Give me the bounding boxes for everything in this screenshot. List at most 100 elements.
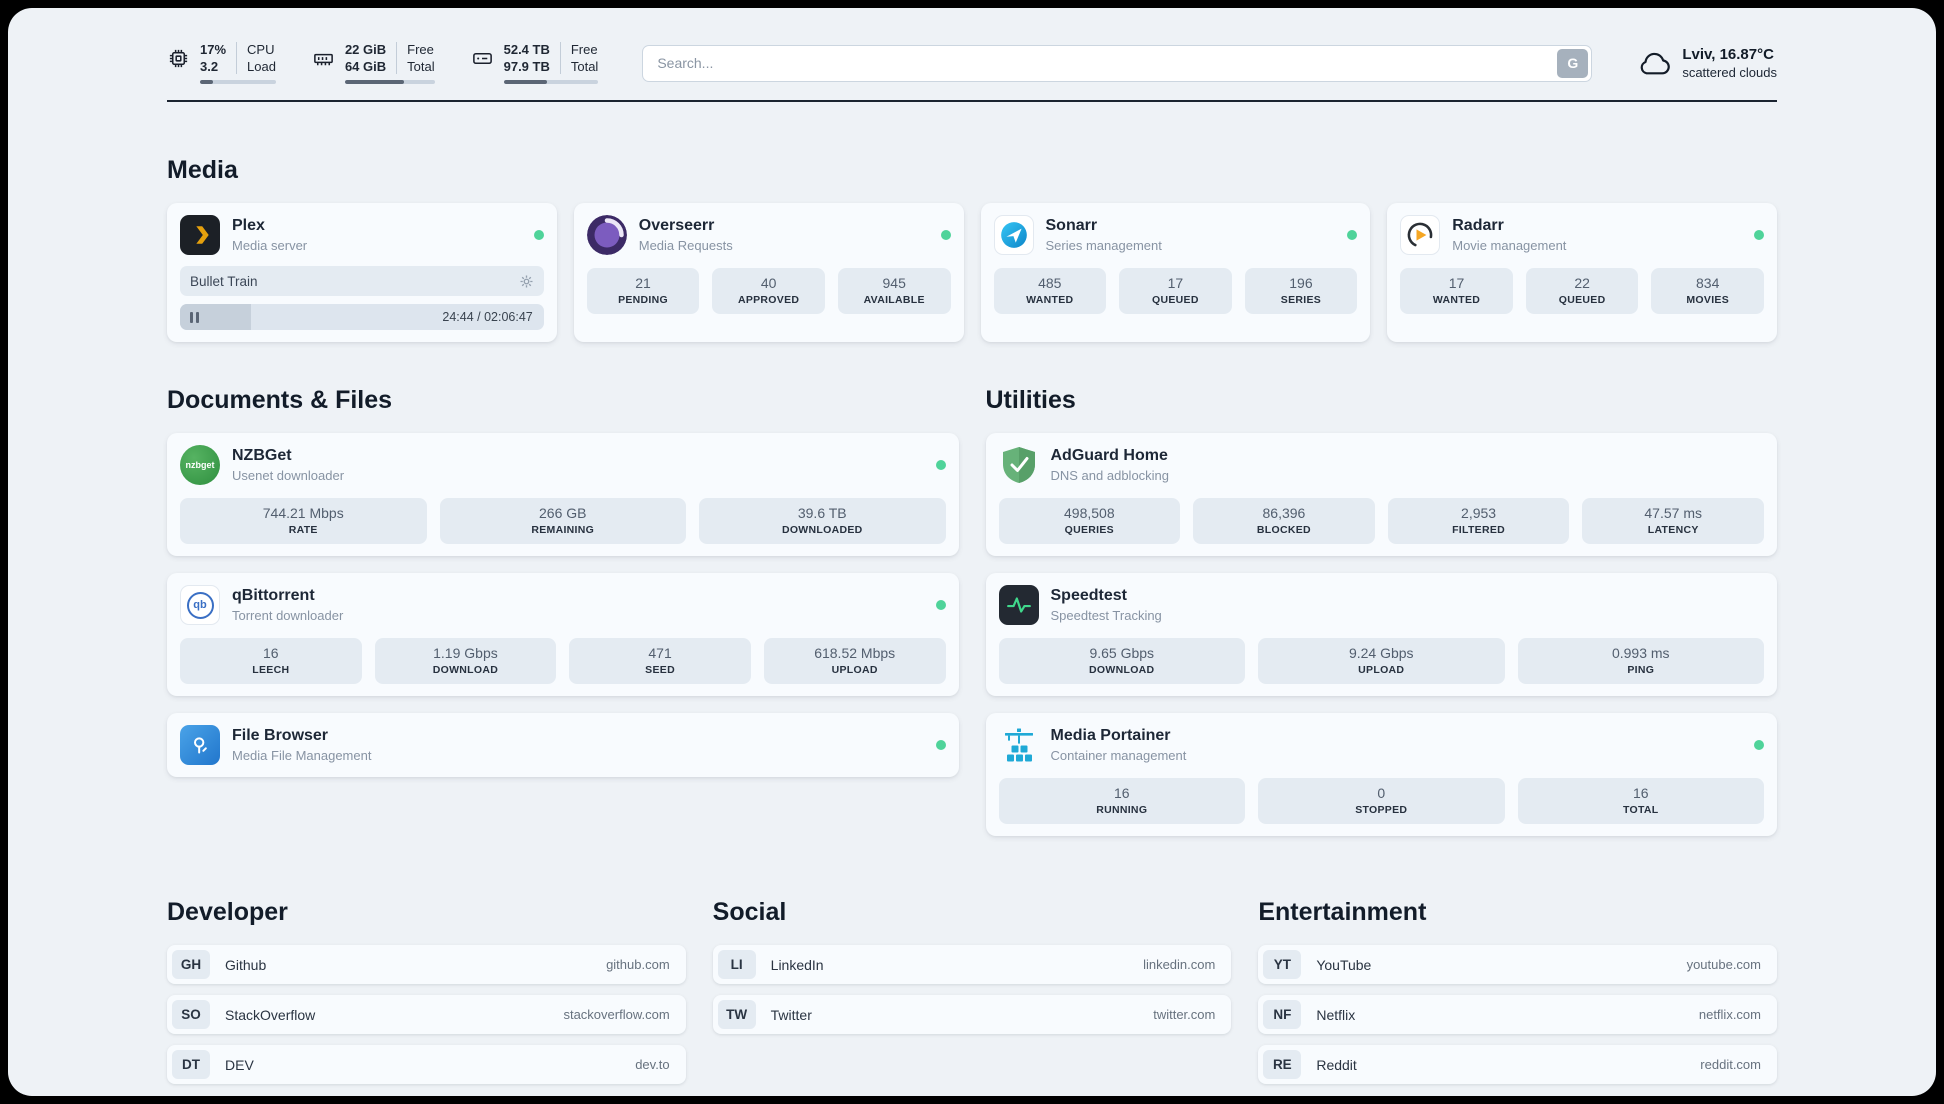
stat-upload: 618.52 Mbps UPLOAD bbox=[763, 638, 946, 684]
bookmark-linkedin[interactable]: LI LinkedIn linkedin.com bbox=[712, 945, 1232, 984]
stat-label: BLOCKED bbox=[1256, 524, 1311, 536]
ram-stat-group: 22 GiB 64 GiB Free Total bbox=[312, 42, 435, 84]
system-stats: 17% 3.2 CPU Load bbox=[167, 42, 599, 84]
stat-series: 196 SERIES bbox=[1244, 268, 1358, 314]
app-name: NZBGet bbox=[232, 446, 292, 464]
plex-icon bbox=[180, 215, 220, 255]
app-card-filebrowser[interactable]: File Browser Media File Management bbox=[167, 713, 959, 777]
bookmark-dev[interactable]: DT DEV dev.to bbox=[167, 1045, 686, 1084]
bookmark-url: github.com bbox=[606, 957, 670, 972]
overseerr-icon bbox=[586, 215, 627, 255]
header-divider bbox=[167, 100, 1777, 102]
stat-value: 0 bbox=[1377, 785, 1386, 801]
weather-widget: Lviv, 16.87°C scattered clouds bbox=[1636, 46, 1777, 80]
app-name: Radarr bbox=[1452, 216, 1504, 234]
stat-queued: 22 QUEUED bbox=[1525, 268, 1639, 314]
stat-upload: 9.24 Gbps UPLOAD bbox=[1258, 638, 1505, 684]
stat-label: APPROVED bbox=[737, 294, 800, 306]
bookmark-url: dev.to bbox=[635, 1057, 670, 1072]
disk-total-label: Total bbox=[570, 59, 599, 74]
cpu-load-value: 3.2 bbox=[200, 59, 219, 74]
weather-condition: scattered clouds bbox=[1682, 65, 1777, 80]
app-subtitle: DNS and adblocking bbox=[1050, 467, 1170, 483]
stat-label: RUNNING bbox=[1096, 804, 1148, 816]
bookmark-name: YouTube bbox=[1316, 956, 1372, 973]
bookmark-abbr: RE bbox=[1263, 1050, 1302, 1079]
stat-label: STOPPED bbox=[1355, 804, 1408, 816]
gear-icon[interactable] bbox=[519, 274, 534, 289]
bookmark-youtube[interactable]: YT YouTube youtube.com bbox=[1258, 945, 1777, 984]
app-subtitle: Media Requests bbox=[638, 237, 733, 253]
speedtest-icon bbox=[998, 585, 1039, 625]
stat-label: WANTED bbox=[1432, 294, 1481, 306]
app-name: Speedtest bbox=[1050, 586, 1127, 604]
app-name: AdGuard Home bbox=[1050, 446, 1168, 464]
app-card-radarr[interactable]: Radarr Movie management 17 WANTED 22 QUE… bbox=[1387, 203, 1777, 342]
stat-value: 16 bbox=[1113, 785, 1130, 801]
app-card-speedtest[interactable]: Speedtest Speedtest Tracking 9.65 Gbps D… bbox=[985, 573, 1777, 696]
entertainment-column: Entertainment YT YouTube youtube.com NF … bbox=[1258, 898, 1777, 1084]
status-dot bbox=[533, 230, 544, 240]
stat-value: 22 bbox=[1574, 275, 1590, 291]
stat-blocked: 86,396 BLOCKED bbox=[1193, 498, 1375, 544]
status-dot bbox=[1754, 230, 1764, 240]
stat-value: 0.993 ms bbox=[1611, 645, 1670, 661]
app-card-nzbget[interactable]: nzbget NZBGet Usenet downloader 744.21 M… bbox=[167, 433, 959, 556]
playback-time: 24:44 / 02:06:47 bbox=[442, 310, 533, 324]
search-engine-button[interactable]: G bbox=[1557, 48, 1589, 78]
status-dot bbox=[1754, 740, 1764, 750]
playback-progress-bar[interactable]: 24:44 / 02:06:47 bbox=[180, 304, 544, 330]
app-card-qbittorrent[interactable]: qb qBittorrent Torrent downloader 16 LEE… bbox=[167, 573, 959, 696]
disk-usage-bar bbox=[503, 80, 599, 84]
bookmark-reddit[interactable]: RE Reddit reddit.com bbox=[1258, 1045, 1777, 1084]
pause-icon[interactable] bbox=[190, 311, 199, 323]
stat-leech: 16 LEECH bbox=[180, 638, 362, 684]
bookmark-abbr: DT bbox=[172, 1050, 210, 1079]
app-name: Overseerr bbox=[638, 216, 715, 234]
ram-usage-bar bbox=[344, 80, 435, 84]
stat-label: RATE bbox=[288, 524, 318, 536]
stat-value: 16 bbox=[1632, 785, 1649, 801]
stat-total: 16 TOTAL bbox=[1517, 778, 1764, 824]
bookmark-name: Twitter bbox=[770, 1006, 812, 1023]
status-dot bbox=[935, 460, 946, 470]
nzbget-icon-text: nzbget bbox=[185, 460, 215, 470]
app-card-adguard[interactable]: AdGuard Home DNS and adblocking 498,508 … bbox=[985, 433, 1777, 556]
bookmark-netflix[interactable]: NF Netflix netflix.com bbox=[1258, 995, 1777, 1034]
bookmark-url: linkedin.com bbox=[1143, 957, 1216, 972]
app-card-overseerr[interactable]: Overseerr Media Requests 21 PENDING 40 A… bbox=[573, 203, 964, 342]
stat-movies: 834 MOVIES bbox=[1651, 268, 1764, 314]
radarr-icon bbox=[1400, 215, 1441, 255]
filebrowser-icon bbox=[180, 725, 220, 765]
app-name: File Browser bbox=[232, 726, 329, 744]
search-input[interactable] bbox=[642, 44, 1593, 82]
stat-label: DOWNLOAD bbox=[432, 664, 499, 676]
stat-queued: 17 QUEUED bbox=[1119, 268, 1232, 314]
dashboard-page: 17% 3.2 CPU Load bbox=[8, 8, 1936, 1096]
app-card-portainer[interactable]: Media Portainer Container management 16 … bbox=[985, 713, 1777, 836]
stat-available: 945 AVAILABLE bbox=[837, 268, 951, 314]
stat-label: QUEUED bbox=[1152, 294, 1199, 306]
stat-wanted: 485 WANTED bbox=[993, 268, 1107, 314]
disk-icon bbox=[471, 47, 494, 70]
bookmark-abbr: SO bbox=[172, 1000, 210, 1029]
app-name: qBittorrent bbox=[232, 586, 315, 604]
stat-value: 266 GB bbox=[539, 505, 587, 521]
top-bar: 17% 3.2 CPU Load bbox=[167, 42, 1777, 84]
app-subtitle: Torrent downloader bbox=[232, 607, 344, 623]
stat-download: 9.65 Gbps DOWNLOAD bbox=[998, 638, 1245, 684]
portainer-icon bbox=[999, 725, 1039, 765]
bookmark-twitter[interactable]: TW Twitter twitter.com bbox=[712, 995, 1232, 1034]
app-subtitle: Speedtest Tracking bbox=[1050, 607, 1162, 623]
bookmark-name: LinkedIn bbox=[770, 956, 824, 973]
app-card-sonarr[interactable]: Sonarr Series management 485 WANTED 17 Q… bbox=[980, 203, 1371, 342]
stat-queries: 498,508 QUERIES bbox=[998, 498, 1181, 544]
bookmark-github[interactable]: GH Github github.com bbox=[167, 945, 686, 984]
stat-label: FILTERED bbox=[1452, 524, 1506, 536]
app-card-plex[interactable]: Plex Media server Bullet Train 24:44 / 0… bbox=[167, 203, 557, 342]
stat-label: QUERIES bbox=[1064, 524, 1114, 536]
now-playing-title: Bullet Train bbox=[190, 273, 258, 289]
bookmark-stackoverflow[interactable]: SO StackOverflow stackoverflow.com bbox=[167, 995, 686, 1034]
stat-downloaded: 39.6 TB DOWNLOADED bbox=[699, 498, 946, 544]
bookmark-abbr: LI bbox=[717, 950, 756, 979]
